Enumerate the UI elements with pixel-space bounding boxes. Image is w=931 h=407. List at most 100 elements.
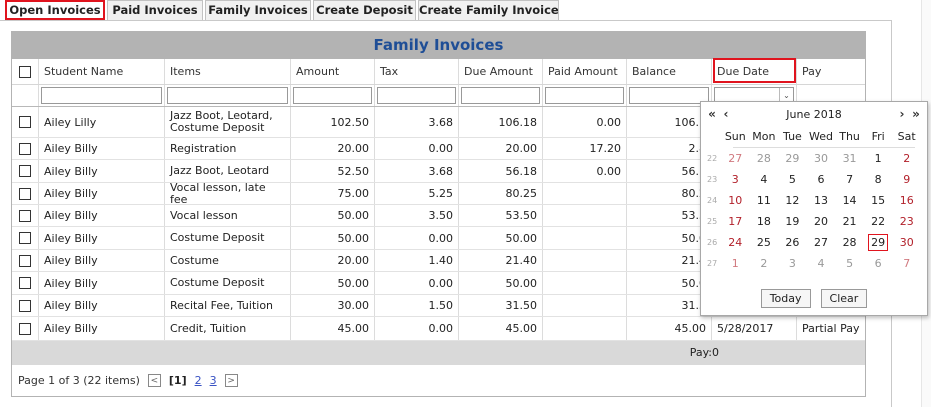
calendar-day[interactable]: 12 [778, 190, 807, 211]
table-row[interactable]: Ailey Billy Vocal lesson, late fee 75.00 5.… [12, 183, 865, 205]
calendar-day[interactable]: 14 [835, 190, 864, 211]
student-name-filter-input[interactable] [41, 87, 162, 104]
calendar-day[interactable]: 6 [807, 169, 836, 190]
calendar-day[interactable]: 7 [835, 169, 864, 190]
pager-page-3[interactable]: 3 [209, 374, 217, 387]
table-row[interactable]: Ailey Billy Costume 20.00 1.40 21.40 21.4 [12, 250, 865, 272]
calendar-day-number: 5 [846, 257, 854, 270]
tab-create-family-invoice[interactable]: Create Family Invoice [418, 0, 559, 20]
calendar-day[interactable]: 30 [892, 232, 921, 253]
calendar-day[interactable]: 1 [721, 253, 750, 274]
prev-year-icon[interactable]: « [708, 107, 716, 121]
calendar-day[interactable]: 16 [892, 190, 921, 211]
calendar-day[interactable]: 9 [892, 169, 921, 190]
next-month-icon[interactable]: › [899, 107, 905, 121]
calendar-month-label[interactable]: June 2018 [786, 107, 842, 121]
calendar-day[interactable]: 22 [864, 211, 893, 232]
calendar-day[interactable]: 31 [835, 148, 864, 169]
calendar-day[interactable]: 10 [721, 190, 750, 211]
header-items[interactable]: Items [165, 59, 291, 84]
prev-month-icon[interactable]: ‹ [723, 107, 729, 121]
tax-filter-input[interactable] [377, 87, 456, 104]
header-due-amount[interactable]: Due Amount [459, 59, 543, 84]
calendar-day[interactable]: 3 [778, 253, 807, 274]
calendar-day[interactable]: 18 [750, 211, 779, 232]
calendar-day[interactable]: 24 [721, 232, 750, 253]
header-amount[interactable]: Amount [291, 59, 375, 84]
table-row[interactable]: Ailey Billy Registration 20.00 0.00 20.00 17.… [12, 138, 865, 160]
calendar-day[interactable]: 19 [778, 211, 807, 232]
calendar-day[interactable]: 30 [807, 148, 836, 169]
week-number: 26 [707, 238, 718, 247]
calendar-day[interactable]: 26 [778, 232, 807, 253]
calendar-day[interactable]: 27 [721, 148, 750, 169]
today-button[interactable]: Today [760, 289, 811, 308]
balance-filter-input[interactable] [629, 87, 709, 104]
row-checkbox[interactable] [19, 277, 31, 289]
chevron-right-icon[interactable]: > [224, 374, 238, 387]
calendar-day[interactable]: 21 [835, 211, 864, 232]
row-checkbox[interactable] [19, 187, 31, 200]
row-checkbox[interactable] [19, 209, 31, 222]
calendar-day[interactable]: 29 [778, 148, 807, 169]
calendar-day[interactable]: 23 [892, 211, 921, 232]
calendar-day-selected[interactable]: 29 [864, 232, 893, 253]
chevron-down-icon[interactable]: ⌄ [779, 87, 793, 104]
row-checkbox[interactable] [19, 165, 31, 177]
tab-open-invoices[interactable]: Open Invoices [5, 0, 105, 20]
calendar-day[interactable]: 25 [750, 232, 779, 253]
calendar-day[interactable]: 17 [721, 211, 750, 232]
table-row[interactable]: Ailey Billy Vocal lesson 50.00 3.50 53.50 53.… [12, 205, 865, 227]
pager-page-2[interactable]: 2 [194, 374, 202, 387]
header-student-name[interactable]: Student Name [39, 59, 165, 84]
calendar-day[interactable]: 2 [750, 253, 779, 274]
calendar-day[interactable]: 13 [807, 190, 836, 211]
calendar-day[interactable]: 28 [750, 148, 779, 169]
table-row[interactable]: Ailey Billy Costume Deposit 50.00 0.00 50.00… [12, 272, 865, 295]
header-pay[interactable]: Pay [802, 65, 822, 78]
calendar-day[interactable]: 7 [892, 253, 921, 274]
paid-amount-filter-input[interactable] [545, 87, 624, 104]
calendar-day[interactable]: 5 [835, 253, 864, 274]
calendar-day[interactable]: 28 [835, 232, 864, 253]
cell-pay[interactable]: Partial Pay [802, 322, 860, 335]
items-filter-input[interactable] [167, 87, 288, 104]
table-row[interactable]: Ailey Billy Costume Deposit 50.00 0.00 50.00… [12, 227, 865, 250]
due-amount-filter-input[interactable] [461, 87, 540, 104]
calendar-day[interactable]: 20 [807, 211, 836, 232]
pager-page-1[interactable]: [1] [168, 374, 187, 387]
amount-filter-input[interactable] [293, 87, 372, 104]
cell-items: Costume Deposit [165, 272, 291, 294]
clear-button[interactable]: Clear [820, 289, 868, 308]
tab-paid-invoices[interactable]: Paid Invoices [107, 0, 203, 20]
calendar-day[interactable]: 11 [750, 190, 779, 211]
calendar-day[interactable]: 2 [892, 148, 921, 169]
header-tax[interactable]: Tax [375, 59, 459, 84]
row-checkbox[interactable] [19, 142, 31, 155]
calendar-day[interactable]: 6 [864, 253, 893, 274]
week-number: 22 [707, 154, 718, 163]
row-checkbox[interactable] [19, 322, 31, 335]
chevron-left-icon[interactable]: < [147, 374, 161, 387]
calendar-day[interactable]: 3 [721, 169, 750, 190]
table-row[interactable]: Ailey Billy Recital Fee, Tuition 30.00 1.50… [12, 295, 865, 317]
calendar-day[interactable]: 27 [807, 232, 836, 253]
next-year-icon[interactable]: » [912, 107, 920, 121]
header-due-date[interactable]: Due Date [712, 59, 797, 84]
calendar-day[interactable]: 8 [864, 169, 893, 190]
header-paid-amount[interactable]: Paid Amount [543, 59, 627, 84]
header-balance[interactable]: Balance [627, 59, 712, 84]
row-checkbox[interactable] [19, 232, 31, 244]
tab-family-invoices[interactable]: Family Invoices [205, 0, 311, 20]
calendar-day[interactable]: 5 [778, 169, 807, 190]
row-checkbox[interactable] [19, 254, 31, 267]
select-all-checkbox[interactable] [19, 65, 31, 78]
tab-create-deposit[interactable]: Create Deposit [313, 0, 416, 20]
calendar-day[interactable]: 1 [864, 148, 893, 169]
row-checkbox[interactable] [19, 299, 31, 312]
row-checkbox[interactable] [19, 116, 31, 128]
calendar-day[interactable]: 4 [750, 169, 779, 190]
table-row[interactable]: Ailey Billy Credit, Tuition 45.00 0.00 45.00… [12, 317, 865, 341]
calendar-day[interactable]: 15 [864, 190, 893, 211]
calendar-day[interactable]: 4 [807, 253, 836, 274]
